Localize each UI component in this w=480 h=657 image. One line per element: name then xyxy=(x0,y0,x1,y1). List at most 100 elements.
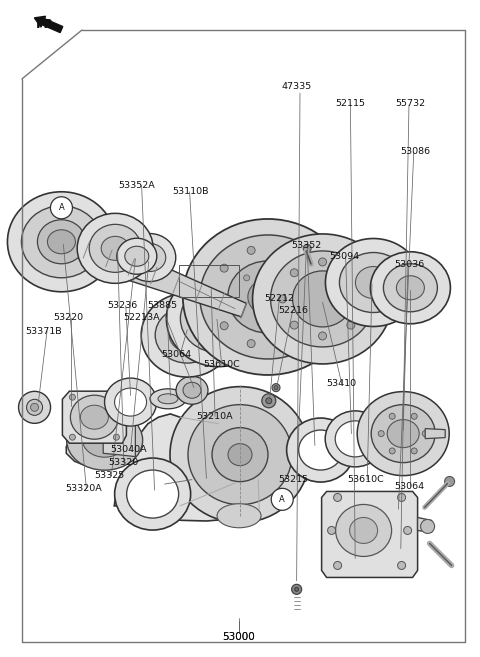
Circle shape xyxy=(262,394,276,408)
Circle shape xyxy=(244,275,250,281)
Text: 53094: 53094 xyxy=(330,252,360,261)
Ellipse shape xyxy=(117,238,157,274)
Ellipse shape xyxy=(155,307,219,363)
Circle shape xyxy=(220,264,228,272)
Polygon shape xyxy=(81,235,246,317)
Ellipse shape xyxy=(212,428,268,482)
Text: A: A xyxy=(279,495,285,504)
Circle shape xyxy=(334,562,342,570)
Circle shape xyxy=(294,287,300,293)
Circle shape xyxy=(327,526,336,534)
Ellipse shape xyxy=(115,388,146,416)
Text: A: A xyxy=(59,203,64,212)
Ellipse shape xyxy=(183,219,353,375)
Text: 52213A: 52213A xyxy=(123,313,160,323)
Ellipse shape xyxy=(183,382,201,398)
Text: 53000: 53000 xyxy=(223,632,255,643)
Polygon shape xyxy=(322,491,418,578)
Text: 53320A: 53320A xyxy=(66,484,102,493)
Circle shape xyxy=(220,322,228,330)
Circle shape xyxy=(308,264,315,272)
Ellipse shape xyxy=(101,237,129,260)
Circle shape xyxy=(334,493,342,501)
Ellipse shape xyxy=(67,410,143,470)
Ellipse shape xyxy=(349,518,378,543)
Text: 55732: 55732 xyxy=(396,99,425,108)
Ellipse shape xyxy=(228,443,252,466)
Ellipse shape xyxy=(248,279,288,315)
Ellipse shape xyxy=(134,244,166,271)
Circle shape xyxy=(347,321,355,329)
Ellipse shape xyxy=(371,252,450,324)
Ellipse shape xyxy=(371,405,435,463)
Circle shape xyxy=(359,295,367,303)
Ellipse shape xyxy=(176,376,208,404)
Text: 53236: 53236 xyxy=(107,301,138,310)
Text: 53220: 53220 xyxy=(53,313,83,323)
Text: 53086: 53086 xyxy=(400,147,430,156)
Circle shape xyxy=(319,332,326,340)
Circle shape xyxy=(280,246,288,254)
Text: 52212: 52212 xyxy=(264,294,294,303)
Ellipse shape xyxy=(37,220,85,263)
Circle shape xyxy=(286,313,292,319)
Circle shape xyxy=(319,258,326,266)
Ellipse shape xyxy=(180,284,256,353)
Ellipse shape xyxy=(217,504,261,528)
Ellipse shape xyxy=(125,246,149,266)
Text: 53040A: 53040A xyxy=(110,445,147,454)
Ellipse shape xyxy=(384,263,437,312)
Ellipse shape xyxy=(325,411,385,467)
Text: 53325: 53325 xyxy=(94,471,125,480)
Ellipse shape xyxy=(83,423,127,457)
Ellipse shape xyxy=(89,224,141,273)
Polygon shape xyxy=(103,424,135,457)
Circle shape xyxy=(210,293,218,301)
Text: 53610C: 53610C xyxy=(204,360,240,369)
Ellipse shape xyxy=(287,418,355,482)
Ellipse shape xyxy=(22,206,101,278)
Text: 53064: 53064 xyxy=(394,482,424,491)
Circle shape xyxy=(411,413,417,419)
Ellipse shape xyxy=(387,420,419,447)
Polygon shape xyxy=(425,428,445,439)
Ellipse shape xyxy=(336,505,392,556)
Circle shape xyxy=(273,268,278,274)
Ellipse shape xyxy=(188,405,292,505)
Circle shape xyxy=(31,403,38,411)
Circle shape xyxy=(292,584,301,595)
Circle shape xyxy=(266,397,272,404)
Circle shape xyxy=(397,562,406,570)
Bar xyxy=(179,265,239,297)
Ellipse shape xyxy=(81,405,108,429)
Text: 53000: 53000 xyxy=(223,632,255,643)
Circle shape xyxy=(247,340,255,348)
FancyArrow shape xyxy=(35,16,63,33)
Ellipse shape xyxy=(167,271,270,367)
Text: 53064: 53064 xyxy=(162,350,192,359)
Text: 53036: 53036 xyxy=(394,260,424,269)
Ellipse shape xyxy=(115,458,191,530)
Circle shape xyxy=(280,340,288,348)
Circle shape xyxy=(347,269,355,277)
Text: 53610C: 53610C xyxy=(348,475,384,484)
Text: 52115: 52115 xyxy=(336,99,365,108)
Circle shape xyxy=(290,269,298,277)
Ellipse shape xyxy=(141,293,233,377)
Ellipse shape xyxy=(325,238,421,327)
Circle shape xyxy=(397,493,406,501)
Circle shape xyxy=(411,448,417,454)
Circle shape xyxy=(257,320,263,326)
Circle shape xyxy=(50,197,72,219)
Circle shape xyxy=(295,587,299,591)
Ellipse shape xyxy=(339,252,408,313)
Circle shape xyxy=(70,434,75,440)
Ellipse shape xyxy=(150,389,186,409)
Ellipse shape xyxy=(170,386,310,523)
Circle shape xyxy=(422,430,428,437)
Ellipse shape xyxy=(7,192,115,292)
Circle shape xyxy=(272,384,280,392)
Ellipse shape xyxy=(200,235,336,359)
Ellipse shape xyxy=(252,234,393,364)
Text: 47335: 47335 xyxy=(281,82,312,91)
